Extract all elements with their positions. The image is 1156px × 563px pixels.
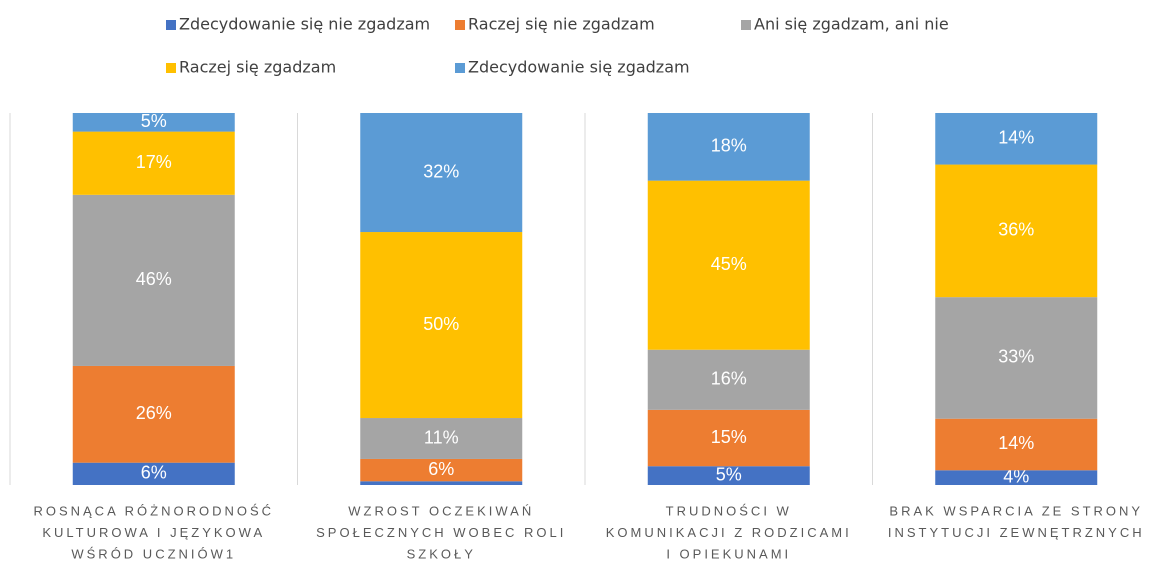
legend-label: Zdecydowanie się zgadzam xyxy=(468,58,690,77)
x-tick-label: BRAK WSPARCIA ZE STRONY xyxy=(889,503,1143,518)
bar-segment xyxy=(935,164,1098,298)
data-label: 16% xyxy=(711,369,747,389)
bar-segment xyxy=(72,113,235,132)
x-tick-label: I OPIEKUNAMI xyxy=(666,546,791,561)
legend-label: Zdecydowanie się nie zgadzam xyxy=(179,15,430,34)
bar-segment xyxy=(647,466,810,485)
x-tick-label: WŚRÓD UCZNIÓW1 xyxy=(71,546,236,561)
data-label: 11% xyxy=(424,427,459,447)
legend-label: Ani się zgadzam, ani nie xyxy=(754,15,949,34)
data-label: 18% xyxy=(711,136,747,156)
data-label: 5% xyxy=(716,464,742,484)
legend-swatch xyxy=(166,20,176,30)
data-label: 45% xyxy=(711,254,747,274)
data-label: 17% xyxy=(136,152,172,172)
x-tick-label: INSTYTUCJI ZEWNĘTRZNYCH xyxy=(888,525,1145,540)
bar-segment xyxy=(935,297,1098,419)
legend-swatch xyxy=(741,20,751,30)
legend-label: Raczej się nie zgadzam xyxy=(468,15,655,34)
bar-segment xyxy=(935,113,1098,165)
data-label: 15% xyxy=(711,427,747,447)
legend-swatch xyxy=(455,20,465,30)
legend-swatch xyxy=(455,63,465,73)
data-label: 4% xyxy=(1003,466,1029,486)
data-label: 5% xyxy=(141,111,167,131)
bar-segment xyxy=(360,113,523,233)
bar-segment xyxy=(647,409,810,467)
bar-segment xyxy=(360,458,523,482)
x-tick-label: TRUDNOŚCI W xyxy=(666,503,792,518)
bar-segment xyxy=(360,418,523,459)
data-label: 32% xyxy=(423,161,459,181)
x-tick-label: ROSNĄCA RÓŻNORODNOŚĆ xyxy=(33,503,274,518)
bar-segment xyxy=(360,481,523,485)
x-tick-label: SZKOŁY xyxy=(407,546,476,561)
data-label: 33% xyxy=(998,347,1034,367)
data-label: 6% xyxy=(141,463,167,483)
bar-segment xyxy=(647,349,810,410)
bar-segment xyxy=(72,462,235,485)
bar-segment xyxy=(935,418,1098,471)
x-tick-label: WZROST OCZEKIWAŃ xyxy=(348,503,534,518)
legend-swatch xyxy=(166,63,176,73)
bar-segment xyxy=(72,365,235,463)
bar-segment xyxy=(647,180,810,350)
bar-segment xyxy=(72,131,235,195)
x-tick-label: KULTUROWA I JĘZYKOWA xyxy=(42,525,265,540)
x-tick-label: KOMUNIKACJI Z RODZICAMI xyxy=(606,525,852,540)
data-label: 6% xyxy=(428,459,454,479)
bar-segment xyxy=(72,194,235,366)
data-label: 14% xyxy=(998,433,1034,453)
data-label: 26% xyxy=(136,403,172,423)
legend-label: Raczej się zgadzam xyxy=(179,58,336,77)
bar-segment xyxy=(935,470,1098,485)
data-label: 50% xyxy=(423,314,459,334)
bar-segment xyxy=(360,232,523,419)
data-label: 14% xyxy=(998,128,1034,148)
bar-segment xyxy=(647,113,810,181)
x-tick-label: SPOŁECZNYCH WOBEC ROLI xyxy=(316,525,566,540)
data-label: 36% xyxy=(998,220,1034,240)
data-label: 46% xyxy=(136,269,172,289)
